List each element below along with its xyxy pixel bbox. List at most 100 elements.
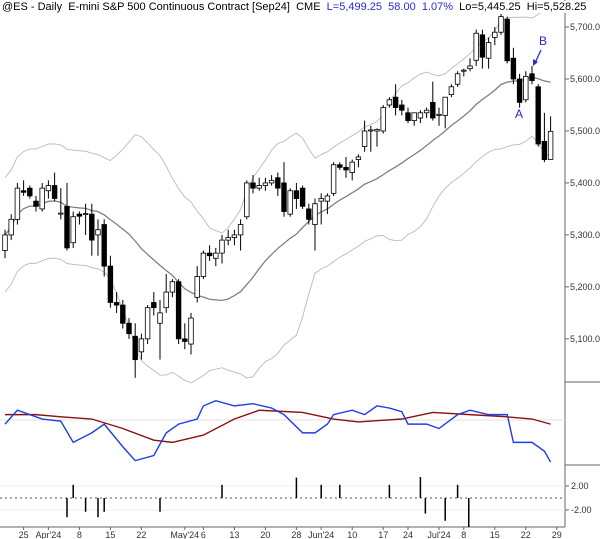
x-tick-label: 22 [521, 530, 531, 539]
x-tick-label: 6 [201, 530, 206, 539]
candle-body [169, 281, 176, 293]
candle-body [485, 42, 492, 59]
x-tick-label: 20 [260, 530, 270, 539]
candle-body [194, 276, 200, 298]
candle-body [535, 86, 541, 145]
candle-body [51, 185, 58, 199]
candle-body [330, 164, 337, 194]
candle-body [64, 205, 70, 249]
candle-body [101, 224, 107, 267]
candle-body [287, 190, 293, 215]
contract-name: E-mini S&P 500 Continuous Contract [Sep2… [68, 1, 290, 13]
candle-body [368, 129, 374, 132]
candle-body [89, 213, 95, 241]
candle-body [70, 216, 76, 244]
candle-body [337, 164, 343, 168]
candle-body [231, 234, 238, 238]
lower-band-line [4, 135, 551, 384]
candle-body [281, 182, 287, 212]
oscillator-line [4, 400, 552, 463]
y-tick-label: 5,500.00 [570, 126, 600, 136]
candle-body [374, 129, 380, 132]
candle-body [516, 78, 523, 103]
candle-body [361, 130, 368, 147]
candle-body [423, 109, 430, 114]
last-price: L=5,499.25 [326, 1, 383, 13]
candle-body [380, 107, 386, 132]
y-tick-label: 5,600.00 [570, 74, 600, 84]
candle-body [454, 73, 461, 85]
price-change: 58.00 [388, 1, 416, 13]
y-tick-label: 5,300.00 [570, 230, 600, 240]
x-tick-label: 13 [229, 530, 239, 539]
candle-body [312, 203, 318, 225]
candle-body [151, 302, 157, 309]
candle-body [219, 239, 225, 254]
candle-body [349, 161, 355, 173]
candle-body [498, 16, 504, 33]
x-tick-label: 8 [77, 530, 82, 539]
candle-body [411, 112, 417, 121]
x-tick-label: 28 [291, 530, 301, 539]
low-price: Lo=5,445.25 [459, 1, 521, 13]
candle-body [120, 304, 126, 324]
candle-body [175, 281, 182, 340]
price-change-pct: 1.07% [421, 1, 454, 13]
x-tick-label: 15 [490, 530, 500, 539]
candle-body [268, 179, 275, 184]
candle-body [95, 229, 101, 236]
candle-body [547, 130, 554, 160]
candle-body [213, 252, 219, 259]
candle-body [33, 200, 39, 207]
candle-body [200, 252, 207, 277]
candle-body [157, 312, 163, 324]
candle-body [442, 96, 448, 116]
candle-body [45, 185, 52, 192]
exchange-label: CME [296, 1, 321, 13]
x-tick-label: 8 [461, 530, 466, 539]
candle-body [237, 224, 244, 236]
candle-body [430, 101, 436, 119]
upper-band-line [4, 7, 551, 234]
candle-body [76, 213, 83, 217]
candle-body [529, 73, 535, 81]
candle-body [188, 317, 194, 345]
candle-body [225, 237, 231, 241]
candle-body [504, 18, 510, 62]
x-tick-label: Jun'24 [308, 530, 334, 539]
x-tick-label: 24 [403, 530, 413, 539]
x-tick-label: Apr'24 [36, 530, 62, 539]
x-tick-label: 25 [19, 530, 29, 539]
y-tick-label: 2.00 [571, 481, 589, 491]
candle-body [324, 195, 331, 202]
symbol-label: @ES - Daily [2, 1, 63, 13]
y-tick-label: -2.00 [571, 505, 592, 515]
candle-body [293, 190, 300, 199]
candle-body [138, 338, 145, 353]
x-tick-label: 29 [552, 530, 562, 539]
candle-body [448, 86, 455, 95]
y-tick-label: 5,200.00 [570, 282, 600, 292]
x-tick-label: 22 [136, 530, 146, 539]
candle-body [8, 218, 14, 236]
candle-body [473, 32, 479, 61]
candle-body [510, 57, 517, 80]
candle-body [20, 190, 27, 193]
candle-body [479, 34, 486, 58]
candle-body [262, 182, 269, 186]
candle-body [399, 104, 405, 111]
y-tick-label: 5,400.00 [570, 178, 600, 188]
candle-body [132, 335, 138, 361]
x-tick-label: 17 [378, 530, 388, 539]
moving-average-line [4, 76, 551, 302]
candle-body [163, 291, 169, 309]
candle-body [417, 112, 424, 119]
candle-body [182, 338, 188, 342]
candle-body [58, 212, 64, 215]
y-tick-label: 5,700.00 [570, 22, 600, 32]
candle-body [2, 234, 8, 251]
candle-body [39, 187, 45, 210]
candle-body [436, 113, 442, 116]
candle-body [467, 65, 473, 70]
high-price: Hi=5,528.25 [526, 1, 587, 13]
